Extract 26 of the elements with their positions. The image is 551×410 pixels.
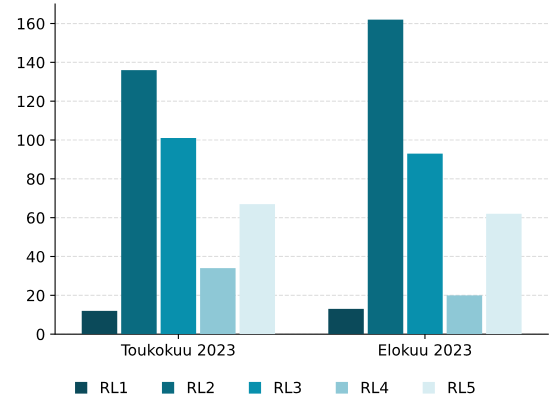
legend-label: RL2	[188, 382, 214, 394]
y-tick-label: 40	[26, 250, 44, 263]
x-tick-label: Toukokuu 2023	[120, 344, 235, 356]
bar	[121, 70, 157, 334]
bar	[240, 204, 276, 334]
bar	[486, 214, 522, 334]
bar	[328, 308, 364, 334]
y-tick-label: 100	[18, 134, 44, 146]
bar	[160, 138, 196, 334]
legend-label: RL3	[274, 382, 301, 394]
legend-label: RL5	[448, 382, 475, 394]
legend-label: RL4	[362, 382, 388, 394]
bar	[82, 310, 118, 334]
y-tick-label: 20	[27, 290, 44, 302]
y-tick-label: 120	[18, 96, 44, 108]
y-tick-label: 0	[36, 328, 44, 340]
bar	[368, 20, 404, 334]
y-tick-label: 160	[18, 18, 44, 30]
bar	[200, 268, 236, 334]
legend-label: RL1	[100, 382, 127, 394]
y-tick-label: 140	[18, 56, 44, 68]
bar	[446, 295, 482, 334]
y-tick-label: 80	[26, 173, 44, 185]
x-tick-label: Elokuu 2023	[379, 344, 472, 356]
y-tick-label: 60	[27, 212, 44, 224]
bar	[407, 154, 443, 334]
